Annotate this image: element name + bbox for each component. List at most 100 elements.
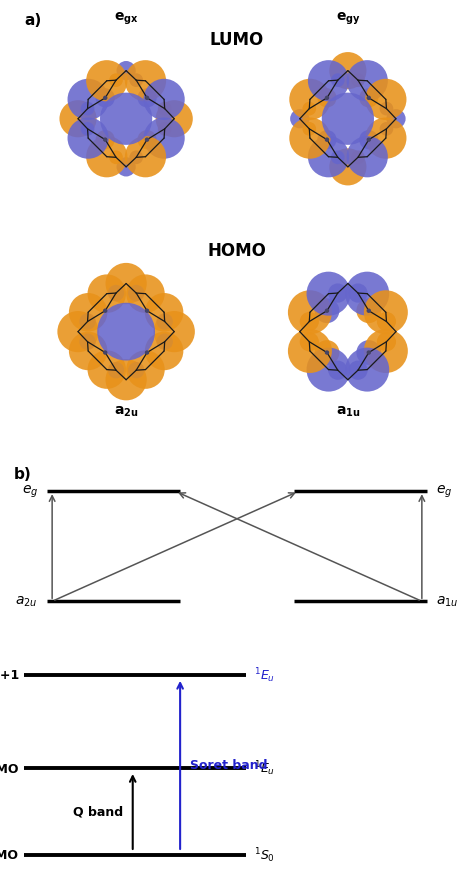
Text: $\mathbf{a_{2u}}$: $\mathbf{a_{2u}}$ — [114, 404, 138, 419]
Circle shape — [146, 139, 148, 142]
Circle shape — [155, 101, 193, 138]
Circle shape — [126, 275, 165, 314]
Circle shape — [156, 334, 173, 351]
Circle shape — [125, 61, 166, 102]
Circle shape — [289, 119, 330, 159]
Text: $\mathbf{e_{gx}}$: $\mathbf{e_{gx}}$ — [114, 11, 138, 27]
Circle shape — [67, 119, 109, 159]
Circle shape — [117, 62, 136, 82]
Circle shape — [315, 341, 339, 366]
Text: LUMO +1: LUMO +1 — [0, 669, 19, 681]
Circle shape — [329, 53, 366, 90]
Circle shape — [380, 103, 393, 116]
Circle shape — [315, 299, 339, 323]
Circle shape — [109, 74, 123, 88]
Circle shape — [329, 149, 366, 186]
Circle shape — [137, 89, 156, 108]
Circle shape — [129, 74, 143, 88]
Circle shape — [117, 158, 136, 177]
Text: $a_{2u}$: $a_{2u}$ — [16, 595, 38, 609]
Circle shape — [144, 80, 185, 120]
Text: $e_g$: $e_g$ — [22, 484, 38, 500]
Circle shape — [348, 361, 368, 380]
Circle shape — [365, 119, 407, 159]
Circle shape — [307, 348, 351, 392]
Circle shape — [96, 89, 115, 108]
Circle shape — [79, 314, 96, 330]
Circle shape — [288, 291, 332, 335]
Circle shape — [104, 310, 107, 313]
Circle shape — [128, 285, 145, 302]
Circle shape — [331, 152, 345, 165]
Circle shape — [331, 74, 345, 88]
Circle shape — [88, 351, 126, 390]
Text: Q band: Q band — [73, 805, 123, 818]
Circle shape — [96, 131, 115, 150]
Circle shape — [365, 80, 407, 120]
Circle shape — [146, 352, 148, 354]
Circle shape — [158, 103, 172, 116]
Circle shape — [351, 152, 365, 165]
Text: HOMO: HOMO — [208, 241, 266, 260]
Circle shape — [345, 348, 389, 392]
Circle shape — [356, 299, 381, 323]
Circle shape — [128, 362, 145, 379]
Circle shape — [126, 351, 165, 390]
Circle shape — [97, 303, 155, 361]
Circle shape — [81, 103, 94, 116]
Circle shape — [88, 275, 126, 314]
Circle shape — [367, 97, 370, 100]
Circle shape — [106, 264, 147, 305]
Circle shape — [300, 333, 319, 352]
Circle shape — [108, 362, 124, 379]
Circle shape — [322, 94, 374, 145]
Circle shape — [380, 123, 393, 136]
Circle shape — [137, 131, 156, 150]
Circle shape — [356, 341, 381, 366]
Circle shape — [302, 123, 316, 136]
Text: Soret band: Soret band — [190, 758, 267, 772]
Text: $a_{1u}$: $a_{1u}$ — [436, 595, 458, 609]
Circle shape — [307, 272, 351, 316]
Circle shape — [377, 333, 396, 352]
Circle shape — [156, 314, 173, 330]
Circle shape — [288, 330, 332, 374]
Circle shape — [59, 101, 97, 138]
Circle shape — [300, 313, 319, 331]
Circle shape — [367, 310, 370, 313]
Circle shape — [386, 110, 406, 129]
Circle shape — [104, 352, 107, 354]
Circle shape — [67, 80, 109, 120]
Circle shape — [318, 131, 337, 150]
Text: LUMO: LUMO — [210, 31, 264, 49]
Circle shape — [125, 137, 166, 178]
Circle shape — [328, 284, 347, 303]
Circle shape — [100, 94, 152, 145]
Circle shape — [106, 360, 147, 400]
Text: $^1E_u$: $^1E_u$ — [254, 758, 275, 778]
Circle shape — [326, 352, 328, 354]
Circle shape — [326, 139, 328, 142]
Text: HOMO: HOMO — [0, 849, 19, 861]
Circle shape — [351, 74, 365, 88]
Circle shape — [289, 80, 330, 120]
Circle shape — [57, 312, 99, 353]
Circle shape — [129, 152, 143, 165]
Circle shape — [158, 123, 172, 136]
Circle shape — [364, 291, 408, 335]
Circle shape — [86, 61, 128, 102]
Text: LUMO: LUMO — [0, 762, 19, 774]
Circle shape — [318, 89, 337, 108]
Circle shape — [79, 334, 96, 351]
Circle shape — [104, 97, 107, 100]
Circle shape — [364, 330, 408, 374]
Circle shape — [290, 110, 310, 129]
Circle shape — [367, 139, 370, 142]
Circle shape — [69, 293, 108, 332]
Circle shape — [69, 332, 108, 371]
Circle shape — [377, 313, 396, 331]
Text: $\mathbf{a_{1u}}$: $\mathbf{a_{1u}}$ — [336, 404, 360, 419]
Circle shape — [359, 131, 378, 150]
Circle shape — [308, 61, 349, 102]
Circle shape — [346, 61, 388, 102]
